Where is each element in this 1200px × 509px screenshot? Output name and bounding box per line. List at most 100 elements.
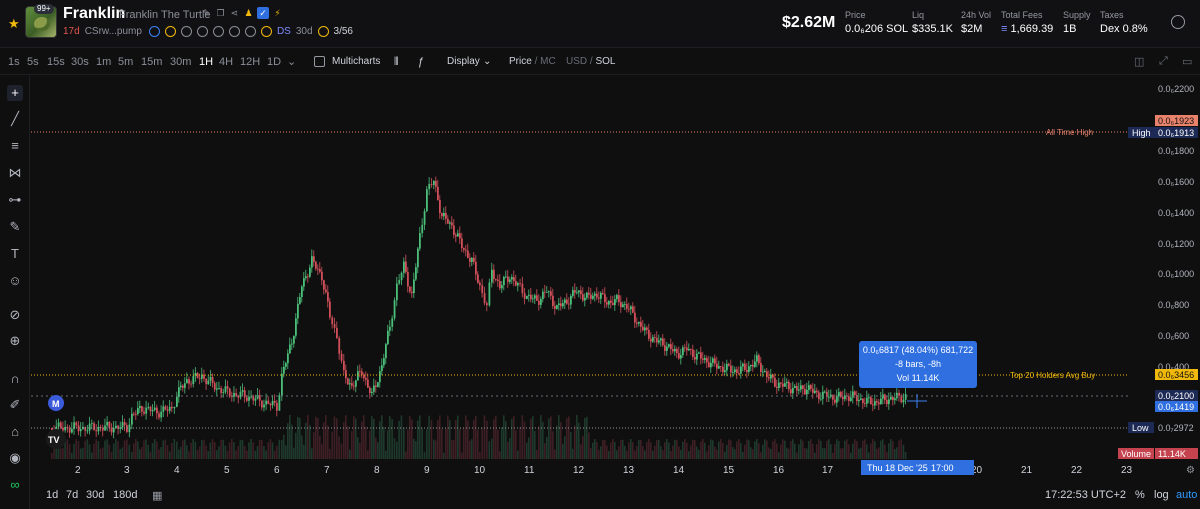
edit-icon[interactable]: ✎ — [202, 7, 211, 18]
candle-body — [307, 276, 309, 278]
collapse-icon[interactable]: ▭ — [1182, 56, 1193, 68]
volume-bar — [808, 440, 810, 459]
tf-12h[interactable]: 12H — [240, 56, 261, 68]
candle-body — [387, 330, 389, 345]
projection-tool-icon[interactable]: ⊶ — [8, 192, 22, 207]
multicharts-label[interactable]: Multicharts — [332, 56, 381, 67]
tf-1s[interactable]: 1s — [8, 56, 20, 68]
fib-tool-icon[interactable]: ≡ — [11, 138, 19, 153]
tf-1m[interactable]: 1m — [96, 56, 112, 68]
log-toggle[interactable]: log — [1154, 489, 1169, 501]
verified-icon[interactable]: ✓ — [257, 7, 269, 19]
candle-body — [196, 373, 199, 379]
volume-bar — [419, 415, 421, 459]
calendar-icon[interactable]: ▦ — [152, 490, 163, 502]
link-icon[interactable]: ∞ — [10, 477, 20, 492]
volume-bar — [558, 415, 560, 459]
x-tick-6: 6 — [274, 465, 280, 476]
candle-body — [618, 295, 620, 303]
community-icon[interactable]: ♟ — [244, 7, 253, 18]
volume-bar — [532, 416, 534, 459]
token-address[interactable]: CSrw...pump — [84, 26, 142, 37]
tv-logo-label: TV — [48, 435, 60, 445]
range-1d[interactable]: 1d — [46, 489, 59, 501]
volume-bar — [203, 439, 205, 459]
tf-5s[interactable]: 5s — [27, 56, 39, 68]
trendline-tool-icon[interactable]: ╱ — [11, 111, 19, 126]
candle-body — [351, 383, 353, 386]
volume-bar — [570, 431, 572, 459]
tf-1d[interactable]: 1D — [267, 56, 282, 68]
price-toggle[interactable]: Price / MC — [509, 56, 556, 67]
tf-30m[interactable]: 30m — [170, 56, 192, 68]
text-tool-icon[interactable]: T — [11, 246, 19, 261]
share-icon[interactable]: ⋖ — [230, 7, 239, 18]
info-icon[interactable] — [164, 26, 176, 37]
indicators-icon[interactable]: ƒ — [418, 56, 425, 68]
candle-body — [668, 344, 670, 347]
display-chevron-down-icon[interactable]: ⌄ — [483, 56, 492, 67]
candle-body — [423, 211, 426, 225]
range-7d[interactable]: 7d — [66, 489, 79, 501]
magnet-icon[interactable]: ∩ — [10, 371, 20, 386]
candle-body — [106, 421, 109, 426]
crosshair-tool-icon[interactable]: + — [7, 85, 23, 101]
volume-bar — [435, 440, 437, 459]
alarm-icon[interactable] — [1171, 15, 1185, 29]
expand-icon[interactable]: ⤢ — [1159, 55, 1168, 67]
tv-logo[interactable] — [46, 429, 66, 449]
search-icon[interactable] — [228, 26, 240, 37]
volume-bar — [405, 451, 407, 459]
ruler-tool-icon[interactable]: ⊘ — [9, 307, 21, 322]
auto-toggle[interactable]: auto — [1176, 489, 1198, 501]
eye-icon[interactable]: ◉ — [9, 450, 21, 465]
camera-icon[interactable]: ◫ — [1134, 56, 1145, 68]
emoji-tool-icon[interactable]: ☺ — [8, 273, 22, 288]
candle-body — [714, 358, 716, 364]
lock-icon[interactable]: ⌂ — [11, 424, 19, 439]
twitter-icon[interactable] — [196, 26, 208, 37]
bolt-icon[interactable]: ⚡ — [274, 7, 281, 18]
candle-body — [700, 352, 702, 359]
tf-4h[interactable]: 4H — [219, 56, 234, 68]
tf-5m[interactable]: 5m — [118, 56, 134, 68]
tf-15m[interactable]: 15m — [141, 56, 163, 68]
range-30d[interactable]: 30d — [86, 489, 105, 501]
utc-clock[interactable]: 17:22:53 UTC+2 — [1045, 489, 1127, 501]
candle-body — [428, 183, 431, 190]
percent-toggle[interactable]: % — [1135, 489, 1145, 501]
candle-body — [441, 213, 443, 217]
zoom-in-icon[interactable]: ⊕ — [9, 333, 21, 348]
currency-toggle[interactable]: USD / SOL — [566, 56, 616, 67]
settings-gear-icon[interactable]: ⚙ — [1186, 465, 1195, 476]
brush-tool-icon[interactable]: ✎ — [9, 219, 21, 234]
user-icon[interactable] — [148, 26, 160, 37]
volume-bar — [824, 448, 826, 459]
display-menu[interactable]: Display — [447, 56, 480, 67]
tf-1h[interactable]: 1H — [199, 56, 214, 68]
copy-icon[interactable]: ❐ — [216, 7, 225, 18]
bundle-icon[interactable] — [260, 26, 272, 37]
volume-bar — [222, 439, 225, 459]
price-chart[interactable]: All Time High Top 20 Holders Avg Buy 0.0… — [31, 76, 1200, 509]
marker-m[interactable] — [48, 395, 64, 411]
candle-type-icon[interactable]: ⫴ — [394, 56, 399, 68]
refresh-icon[interactable] — [244, 26, 256, 37]
lock-drawing-icon[interactable]: ✐ — [9, 397, 21, 412]
range-180d[interactable]: 180d — [113, 489, 138, 501]
pattern-tool-icon[interactable]: ⋈ — [8, 165, 22, 180]
candle-body — [409, 286, 411, 292]
chart-canvas[interactable]: All Time High Top 20 Holders Avg Buy 0.0… — [31, 76, 1200, 509]
candle-body — [84, 426, 87, 431]
doc-icon[interactable] — [212, 26, 224, 37]
volume-bar — [688, 451, 690, 459]
candle-body — [299, 297, 301, 304]
tf-30s[interactable]: 30s — [71, 56, 89, 68]
favorite-star-icon[interactable]: ★ — [8, 16, 20, 31]
tf-15s[interactable]: 15s — [47, 56, 65, 68]
tf-chevron-down-icon[interactable]: ⌄ — [287, 56, 297, 68]
multicharts-checkbox[interactable] — [314, 56, 325, 67]
ds-label[interactable]: DS — [276, 26, 291, 37]
volume-bar — [750, 447, 752, 459]
globe-icon[interactable] — [180, 26, 192, 37]
